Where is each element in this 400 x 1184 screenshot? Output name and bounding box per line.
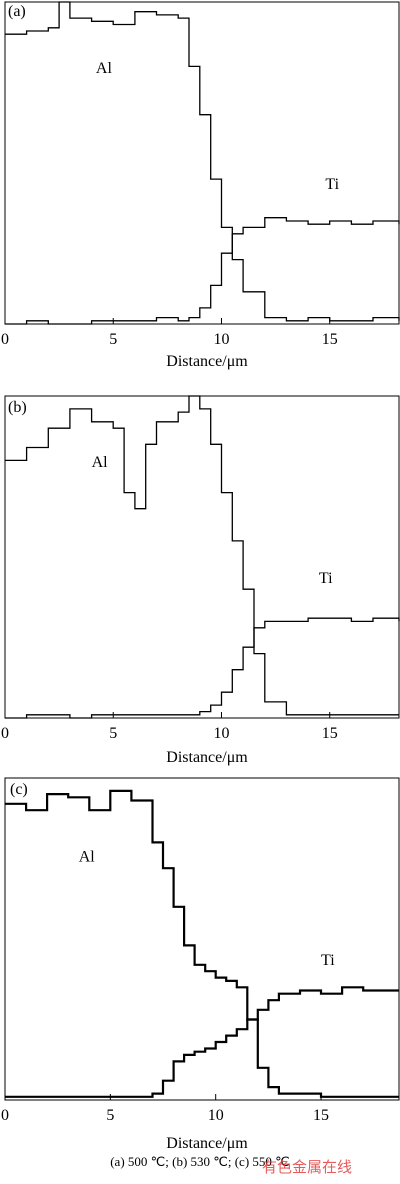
x-axis-label: Distance/μm: [166, 353, 248, 370]
x-tick-label: 5: [109, 725, 117, 742]
chart-svg-a: 0 5 10 15 Distance/μm (a) Al Ti: [1, 1, 400, 370]
series-line-ti: [5, 617, 400, 719]
x-axis-label: Distance/μm: [166, 1135, 248, 1152]
series-label-al: Al: [79, 849, 96, 866]
x-tick-label: 15: [322, 331, 338, 348]
x-tick-label: 10: [213, 331, 229, 348]
series-line-al: [5, 1, 400, 322]
chart-panel-c: 0 5 10 15 Distance/μm (c) Al Ti: [0, 770, 400, 1152]
series-label-al: Al: [96, 60, 113, 77]
x-axis-label: Distance/μm: [166, 749, 248, 766]
x-tick-label: 10: [208, 1107, 224, 1124]
x-tick-label: 5: [109, 331, 117, 348]
plot-frame: [4, 777, 400, 1101]
figure-caption: (a) 500 ℃; (b) 530 ℃; (c) 550 ℃: [110, 1154, 290, 1169]
panel-label: (c): [10, 781, 28, 798]
x-tick-label: 0: [1, 725, 9, 742]
series-line-al: [5, 789, 399, 1098]
series-line-ti: [5, 986, 399, 1098]
x-tick-label: 0: [1, 1107, 9, 1124]
chart-svg-b: 0 5 10 15 Distance/μm (b) Al Ti: [1, 395, 400, 766]
x-tick-label: 15: [313, 1107, 329, 1124]
series-label-ti: Ti: [325, 176, 339, 193]
chart-panel-b: 0 5 10 15 Distance/μm (b) Al Ti: [0, 388, 400, 768]
plot-frame: [4, 395, 400, 719]
x-tick-label: 10: [213, 725, 229, 742]
panel-label: (b): [8, 399, 27, 416]
chart-svg-c: 0 5 10 15 Distance/μm (c) Al Ti: [1, 777, 400, 1152]
x-tick-label: 15: [322, 725, 338, 742]
plot-frame: [4, 1, 400, 325]
x-tick-label: 5: [106, 1107, 114, 1124]
chart-panel-a: 0 5 10 15 Distance/μm (a) Al Ti: [0, 0, 400, 375]
series-label-ti: Ti: [321, 952, 335, 969]
series-label-al: Al: [92, 454, 109, 471]
series-label-ti: Ti: [319, 570, 333, 587]
watermark-logo: 有色金属在线: [262, 1158, 353, 1176]
series-line-al: [5, 395, 399, 716]
panel-label: (a): [8, 3, 26, 20]
series-line-ti: [5, 217, 400, 325]
x-tick-label: 0: [1, 331, 9, 348]
